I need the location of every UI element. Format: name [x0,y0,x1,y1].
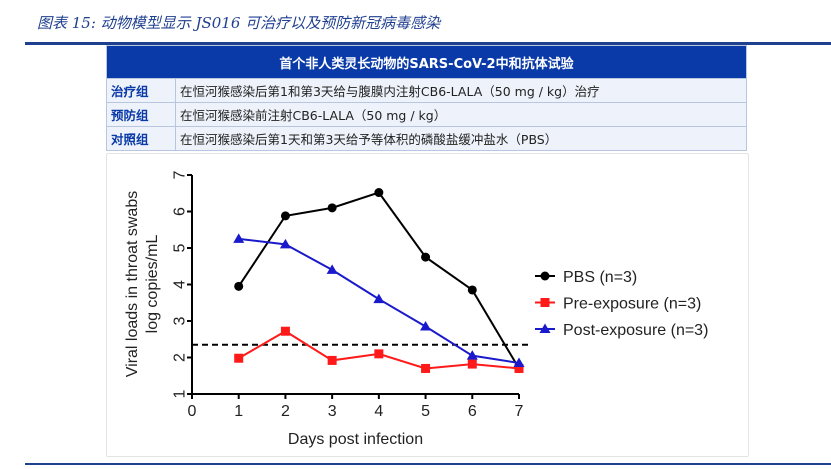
series-line-0 [237,191,520,369]
row-text: 在恒河猴感染后第1天和第3天给予等体积的磷酸盐缓冲盐水（PBS） [175,126,747,151]
y-axis-label: Viral loads in throat swabs [124,191,141,377]
row-text: 在恒河猴感染后第1和第3天给与腹膜内注射CB6-LALA（50 mg / kg）… [175,78,747,103]
figure-title: 图表 15: 动物模型显示 JS016 可治疗以及预防新冠病毒感染 [37,14,441,32]
row-text: 在恒河猴感染前注射CB6-LALA（50 mg / kg） [175,102,747,127]
x-tick-label: 5 [421,403,430,420]
x-tick-label: 6 [468,403,477,420]
table-row: 治疗组 在恒河猴感染后第1和第3天给与腹膜内注射CB6-LALA（50 mg / … [106,78,747,103]
x-tick-label: 3 [328,403,337,420]
title-divider [25,42,831,45]
y-tick-label: 2 [172,353,189,362]
x-tick-label: 2 [281,403,290,420]
experiment-table: 首个非人类灵长动物的SARS-CoV-2中和抗体试验 治疗组 在恒河猴感染后第1和… [106,45,747,151]
table-header: 首个非人类灵长动物的SARS-CoV-2中和抗体试验 [106,45,747,79]
data-point [514,363,524,373]
data-point [467,359,477,369]
data-point [280,211,290,221]
legend-label: PBS (n=3) [563,269,637,286]
x-tick-label: 4 [374,403,383,420]
legend-label: Pre-exposure (n=3) [563,296,701,313]
data-point [327,355,337,365]
data-point [326,264,338,274]
data-point [233,233,245,243]
data-point [279,238,291,249]
row-label: 预防组 [106,102,176,127]
data-point [466,350,478,360]
x-tick-label: 7 [515,403,524,420]
data-point [327,203,337,213]
data-point [373,293,385,304]
data-point [467,285,477,295]
legend-marker [539,323,551,333]
x-tick-label: 1 [234,403,243,420]
data-point [234,353,244,363]
chart-frame [106,153,749,457]
y-tick-label: 4 [172,280,189,289]
bottom-divider [25,463,831,465]
y-tick-label: 1 [172,389,189,398]
x-tick-label: 0 [188,403,197,420]
data-point [374,188,384,198]
x-axis-label: Days post infection [288,431,423,448]
y-tick-label: 7 [172,170,189,179]
legend-marker [540,271,550,281]
y-tick-label: 6 [172,207,189,216]
data-point [421,252,431,262]
data-point [420,320,432,331]
data-point [374,349,384,359]
row-label: 治疗组 [106,78,176,103]
table-row: 预防组 在恒河猴感染前注射CB6-LALA（50 mg / kg） [106,102,747,127]
table-row: 对照组 在恒河猴感染后第1天和第3天给予等体积的磷酸盐缓冲盐水（PBS） [106,126,747,151]
legend-marker [540,298,550,307]
y-tick-label: 5 [172,243,189,252]
data-point [421,363,431,373]
y-tick-label: 3 [172,316,189,325]
y-axis-label-units: log copies/mL [144,235,161,334]
legend-label: Post-exposure (n=3) [563,322,708,339]
data-point [280,326,290,336]
data-point [513,357,525,367]
data-point [234,281,244,291]
